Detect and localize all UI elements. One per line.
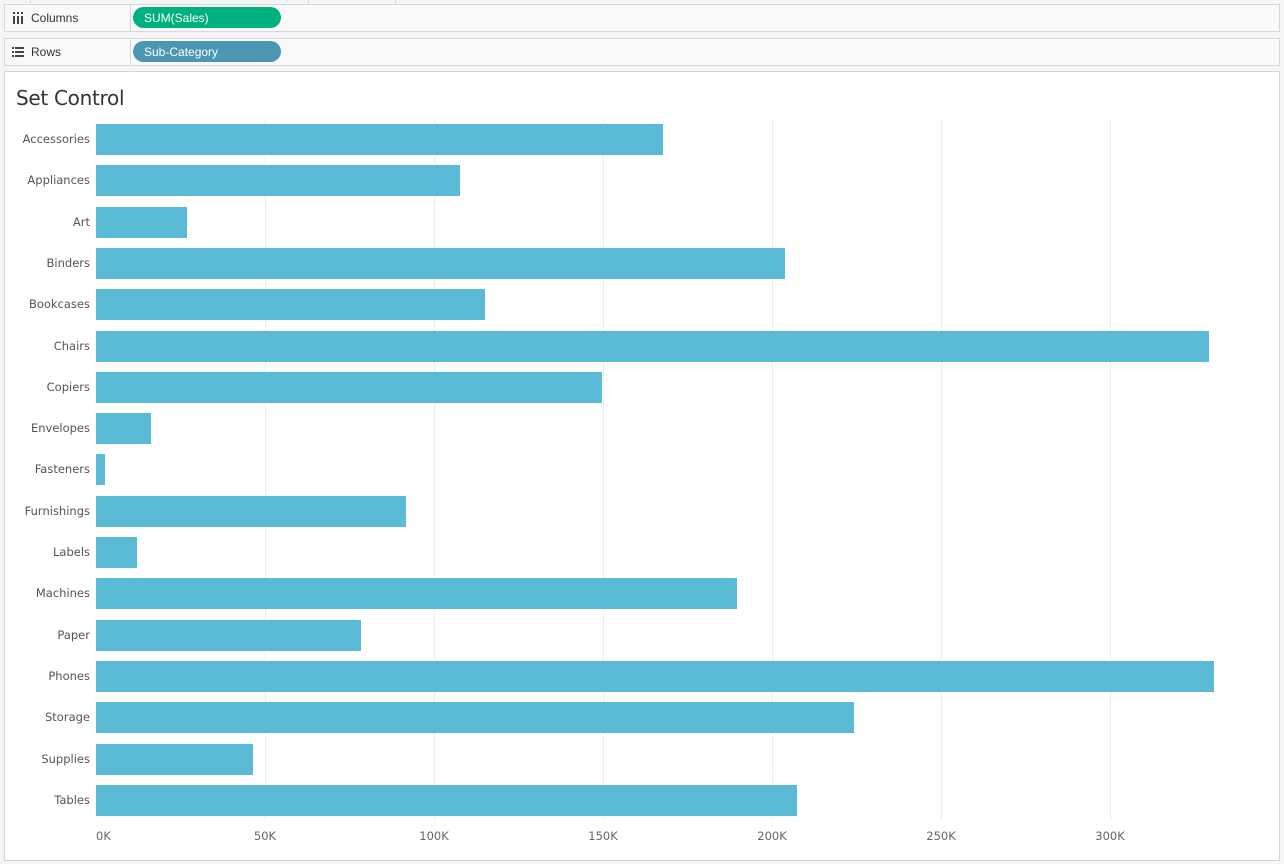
bar-row: Labels (5, 537, 1279, 568)
gridline (1110, 120, 1111, 820)
sheet-title: Set Control (16, 86, 125, 110)
bar-mark[interactable] (96, 331, 1209, 362)
x-axis-tick-label: 200K (757, 829, 787, 843)
bar-row: Envelopes (5, 413, 1279, 444)
bar-row: Art (5, 207, 1279, 238)
bar-row: Furnishings (5, 496, 1279, 527)
bar-row: Chairs (5, 331, 1279, 362)
separator (308, 0, 309, 3)
separator (395, 0, 396, 3)
x-axis-tick-label: 150K (588, 829, 618, 843)
rows-shelf[interactable]: Rows Sub-Category (4, 38, 1280, 66)
bar-row: Bookcases (5, 289, 1279, 320)
bar-mark[interactable] (96, 165, 460, 196)
category-label[interactable]: Storage (45, 710, 90, 724)
separator (30, 0, 31, 3)
category-label[interactable]: Accessories (22, 132, 90, 146)
bar-mark[interactable] (96, 620, 361, 651)
columns-shelf-label: Columns (5, 5, 131, 31)
bar-row: Tables (5, 785, 1279, 816)
bar-mark[interactable] (96, 413, 151, 444)
category-label[interactable]: Envelopes (30, 421, 90, 435)
gridline (772, 120, 773, 820)
bar-mark[interactable] (96, 661, 1214, 692)
category-label[interactable]: Binders (46, 256, 90, 270)
gridline (434, 120, 435, 820)
x-axis-tick-label: 0K (96, 829, 111, 843)
bar-row: Machines (5, 578, 1279, 609)
category-label[interactable]: Furnishings (24, 504, 90, 518)
category-label[interactable]: Machines (35, 586, 90, 600)
x-axis-tick-label: 300K (1095, 829, 1125, 843)
gridline (941, 120, 942, 820)
bar-mark[interactable] (96, 372, 602, 403)
sum-sales-pill[interactable]: SUM(Sales) (133, 7, 281, 28)
viz-sheet: Set Control 0K 50K 100K 150K 200K 250K 300K Acc… (4, 71, 1280, 861)
columns-icon (11, 12, 25, 24)
bar-row: Accessories (5, 124, 1279, 155)
category-label[interactable]: Bookcases (28, 297, 90, 311)
columns-label: Columns (31, 11, 79, 25)
bar-mark[interactable] (96, 744, 253, 775)
category-label[interactable]: Copiers (46, 380, 90, 394)
bar-mark[interactable] (96, 454, 105, 485)
bar-mark[interactable] (96, 702, 854, 733)
rows-shelf-label: Rows (5, 39, 131, 65)
bar-row: Appliances (5, 165, 1279, 196)
category-label[interactable]: Paper (57, 628, 90, 642)
bar-chart: 0K 50K 100K 150K 200K 250K 300K Accessories Appl… (5, 72, 1279, 860)
bar-mark[interactable] (96, 289, 485, 320)
bar-mark[interactable] (96, 207, 187, 238)
bar-mark[interactable] (96, 537, 137, 568)
bar-row: Copiers (5, 372, 1279, 403)
rows-list-icon (11, 47, 25, 57)
gridline (265, 120, 266, 820)
top-toolbar-strip (0, 0, 1284, 4)
bar-mark[interactable] (96, 248, 785, 279)
sub-category-pill[interactable]: Sub-Category (133, 41, 281, 62)
category-label[interactable]: Fasteners (34, 462, 90, 476)
bar-row: Storage (5, 702, 1279, 733)
bar-mark[interactable] (96, 124, 663, 155)
bar-row: Supplies (5, 744, 1279, 775)
x-axis-tick-label: 50K (253, 829, 277, 843)
category-label[interactable]: Labels (52, 545, 90, 559)
bar-mark[interactable] (96, 496, 406, 527)
columns-shelf[interactable]: Columns SUM(Sales) (4, 4, 1280, 32)
x-axis-tick-label: 100K (419, 829, 449, 843)
bar-row: Paper (5, 620, 1279, 651)
category-label[interactable]: Supplies (41, 752, 90, 766)
bar-mark[interactable] (96, 578, 737, 609)
category-label[interactable]: Phones (48, 669, 90, 683)
bar-row: Binders (5, 248, 1279, 279)
category-label[interactable]: Art (72, 215, 90, 229)
x-axis-tick-label: 250K (926, 829, 956, 843)
gridline (603, 120, 604, 820)
category-label[interactable]: Appliances (27, 173, 90, 187)
rows-label: Rows (31, 45, 62, 59)
category-label[interactable]: Tables (54, 793, 90, 807)
bar-row: Fasteners (5, 454, 1279, 485)
category-label[interactable]: Chairs (53, 339, 90, 353)
bar-mark[interactable] (96, 785, 797, 816)
bar-row: Phones (5, 661, 1279, 692)
